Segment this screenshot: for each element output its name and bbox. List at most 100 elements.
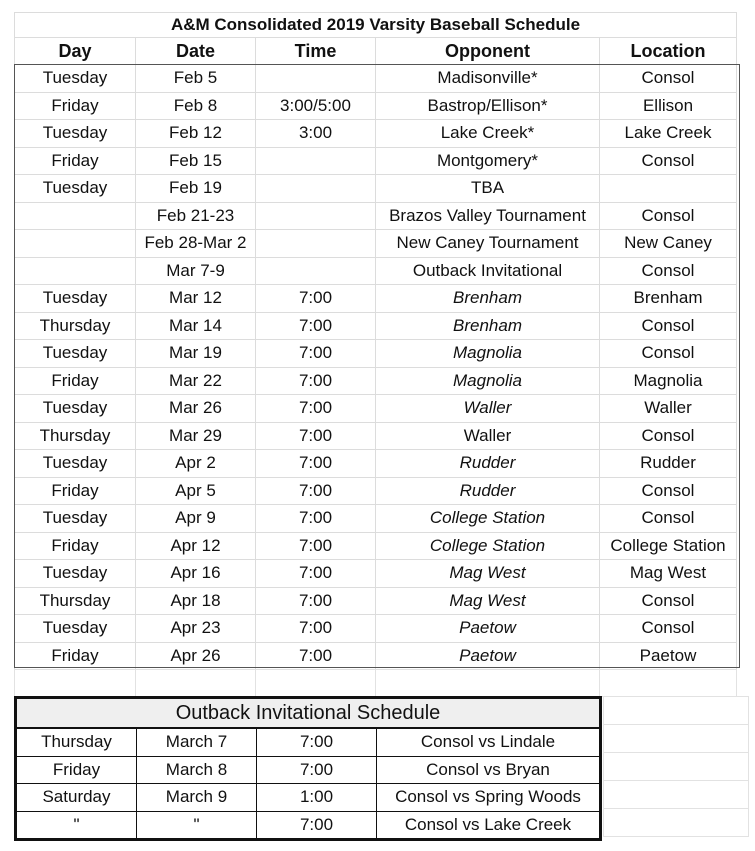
location-cell: Consol — [599, 311, 737, 340]
date-cell: Mar 19 — [135, 339, 256, 368]
date-cell: Mar 7-9 — [135, 256, 256, 285]
opponent-cell: Paetow — [375, 614, 600, 643]
opponent-cell: TBA — [375, 174, 600, 203]
schedule-title: A&M Consolidated 2019 Varsity Baseball S… — [14, 12, 737, 38]
table-row: Tuesday Apr 23 7:00 Paetow Consol — [14, 614, 737, 643]
table-row: Friday Feb 8 3:00/5:00 Bastrop/Ellison* Elli… — [14, 91, 737, 120]
date-cell: Feb 19 — [135, 174, 256, 203]
empty-cell — [255, 669, 376, 697]
day-cell: Tuesday — [14, 394, 136, 423]
time-cell: 7:00 — [255, 284, 376, 313]
day-cell: Tuesday — [14, 449, 136, 478]
location-cell: Ellison — [599, 91, 737, 120]
time-cell — [255, 256, 376, 285]
table-row: Tuesday Apr 16 7:00 Mag West Mag West — [14, 559, 737, 588]
day-cell: Friday — [14, 91, 136, 120]
opponent-cell: Madisonville* — [375, 64, 600, 93]
table-row: Tuesday Mar 19 7:00 Magnolia Consol — [14, 339, 737, 368]
empty-cell — [599, 669, 737, 697]
table-row: Friday Apr 26 7:00 Paetow Paetow — [14, 641, 737, 670]
header-day: Day — [14, 37, 136, 65]
time-cell: 7:00 — [255, 586, 376, 615]
game-cell: Consol vs Spring Woods — [376, 783, 601, 812]
empty-cell — [603, 696, 749, 725]
opponent-cell: Montgomery* — [375, 146, 600, 175]
outback-row: " " 7:00 Consol vs Lake Creek — [15, 810, 601, 840]
time-cell: 3:00 — [255, 119, 376, 148]
day-cell: Friday — [14, 476, 136, 505]
location-cell: Consol — [599, 504, 737, 533]
table-row: Mar 7-9 Outback Invitational Consol — [14, 256, 737, 285]
date-cell: Feb 15 — [135, 146, 256, 175]
location-cell: Consol — [599, 256, 737, 285]
location-cell: Consol — [599, 339, 737, 368]
opponent-cell: Brenham — [375, 311, 600, 340]
opponent-cell: Magnolia — [375, 366, 600, 395]
opponent-cell: Waller — [375, 394, 600, 423]
location-cell: Consol — [599, 146, 737, 175]
outback-row: Thursday March 7 7:00 Consol vs Lindale — [15, 727, 601, 757]
date-cell: Mar 14 — [135, 311, 256, 340]
time-cell: 7:00 — [255, 366, 376, 395]
date-cell: Apr 9 — [135, 504, 256, 533]
day-cell: Thursday — [14, 586, 136, 615]
opponent-cell: Mag West — [375, 586, 600, 615]
location-cell: Lake Creek — [599, 119, 737, 148]
time-cell — [255, 201, 376, 230]
date-cell: Apr 5 — [135, 476, 256, 505]
table-row: Tuesday Feb 19 TBA — [14, 174, 737, 203]
opponent-cell: Paetow — [375, 641, 600, 670]
time-cell: 7:00 — [256, 755, 377, 784]
time-cell: 7:00 — [255, 504, 376, 533]
date-cell: Mar 22 — [135, 366, 256, 395]
location-cell: New Caney — [599, 229, 737, 258]
date-cell: Mar 12 — [135, 284, 256, 313]
location-cell: Mag West — [599, 559, 737, 588]
location-cell: Consol — [599, 421, 737, 450]
day-cell: " — [15, 810, 137, 840]
day-cell — [14, 256, 136, 285]
time-cell: 7:00 — [256, 810, 377, 840]
opponent-cell: Magnolia — [375, 339, 600, 368]
time-cell: 7:00 — [255, 311, 376, 340]
outback-table: Outback Invitational Schedule Thursday Ma… — [14, 696, 602, 841]
date-cell: Apr 2 — [135, 449, 256, 478]
date-cell: Feb 28-Mar 2 — [135, 229, 256, 258]
opponent-cell: Outback Invitational — [375, 256, 600, 285]
empty-cell — [135, 669, 256, 697]
table-row: Feb 28-Mar 2 New Caney Tournament New Cane… — [14, 229, 737, 258]
date-cell: Apr 18 — [135, 586, 256, 615]
location-cell: Magnolia — [599, 366, 737, 395]
location-cell — [599, 174, 737, 203]
opponent-cell: Rudder — [375, 476, 600, 505]
schedule-title-row: A&M Consolidated 2019 Varsity Baseball S… — [14, 12, 737, 38]
opponent-cell: Lake Creek* — [375, 119, 600, 148]
day-cell: Friday — [14, 146, 136, 175]
table-row: Tuesday Apr 2 7:00 Rudder Rudder — [14, 449, 737, 478]
empty-row — [14, 669, 737, 697]
opponent-cell: Bastrop/Ellison* — [375, 91, 600, 120]
empty-cell — [603, 752, 749, 781]
opponent-cell: Rudder — [375, 449, 600, 478]
table-row: Tuesday Feb 5 Madisonville* Consol — [14, 64, 737, 93]
time-cell: 1:00 — [256, 783, 377, 812]
header-date: Date — [135, 37, 256, 65]
empty-cell — [603, 808, 749, 837]
date-cell: March 9 — [136, 783, 257, 812]
opponent-cell: New Caney Tournament — [375, 229, 600, 258]
time-cell: 7:00 — [255, 394, 376, 423]
table-row: Feb 21-23 Brazos Valley Tournament Consol — [14, 201, 737, 230]
opponent-cell: Mag West — [375, 559, 600, 588]
day-cell: Tuesday — [14, 339, 136, 368]
time-cell: 7:00 — [256, 727, 377, 757]
time-cell — [255, 146, 376, 175]
empty-cell — [603, 780, 749, 809]
date-cell: Apr 16 — [135, 559, 256, 588]
table-row: Thursday Mar 29 7:00 Waller Consol — [14, 421, 737, 450]
location-cell: Consol — [599, 476, 737, 505]
opponent-cell: College Station — [375, 504, 600, 533]
date-cell: Feb 12 — [135, 119, 256, 148]
day-cell: Tuesday — [14, 64, 136, 93]
empty-cell — [14, 669, 136, 697]
time-cell: 7:00 — [255, 421, 376, 450]
